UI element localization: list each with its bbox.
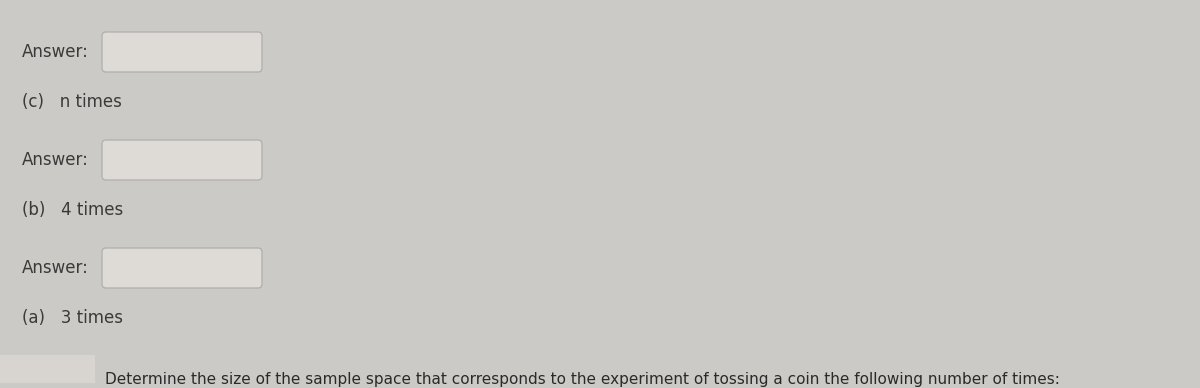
FancyBboxPatch shape: [102, 140, 262, 180]
FancyBboxPatch shape: [0, 355, 95, 383]
Text: Answer:: Answer:: [22, 259, 89, 277]
Text: Determine the size of the sample space that corresponds to the experiment of tos: Determine the size of the sample space t…: [106, 372, 1060, 387]
Text: (b)   4 times: (b) 4 times: [22, 201, 124, 219]
Text: (c)   n times: (c) n times: [22, 93, 122, 111]
Text: (a)   3 times: (a) 3 times: [22, 309, 124, 327]
Text: Answer:: Answer:: [22, 43, 89, 61]
FancyBboxPatch shape: [102, 248, 262, 288]
FancyBboxPatch shape: [102, 32, 262, 72]
Text: Answer:: Answer:: [22, 151, 89, 169]
